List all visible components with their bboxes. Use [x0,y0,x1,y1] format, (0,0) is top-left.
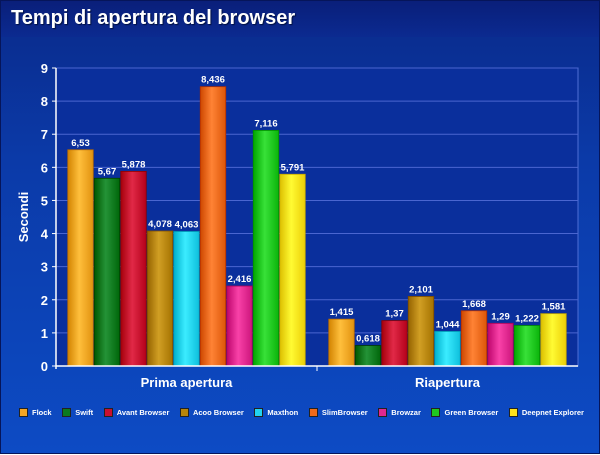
y-tick-label: 0 [41,359,48,374]
chart-legend: Flock Swift Avant Browser Acoo Browser Maxth… [19,408,584,417]
legend-label: Acoo Browser [192,408,244,417]
bar-flock [67,149,94,367]
y-tick-label: 6 [41,160,48,175]
data-label: 1,222 [515,314,539,325]
legend-label: Maxthon [267,408,299,417]
bar-green-browser [252,129,280,367]
y-tick-label: 3 [41,260,48,275]
legend-item: Avant Browser [103,408,170,417]
legend-label: Flock [32,408,52,417]
legend-swatch [62,408,72,417]
legend-swatch [19,408,28,417]
data-label: 1,37 [385,309,404,320]
y-tick-label: 1 [41,326,48,341]
bar-browzar [487,322,514,367]
data-label: 2,416 [228,274,252,285]
bar-swift [93,177,121,367]
data-label: 4,063 [175,219,199,230]
legend-swatch [103,408,113,417]
data-label: 1,044 [436,319,460,330]
data-label: 1,581 [542,302,566,313]
legend-swatch [254,408,264,417]
legend-item: Flock [19,408,52,417]
legend-swatch [431,408,441,417]
y-tick-label: 2 [41,293,48,308]
bar-deepnet-explorer [540,313,567,367]
bar-avant-browser [120,170,147,367]
legend-label: Browzar [391,408,421,417]
data-label: 5,791 [281,162,305,173]
legend-item: Swift [62,408,93,417]
bar-acoo-browser [146,230,174,367]
legend-swatch [508,408,518,417]
bar-avant-browser [381,320,408,367]
x-category-label: Prima apertura [141,375,234,390]
data-label: 0,618 [356,334,380,345]
y-tick-label: 8 [41,94,48,109]
bar-swift [354,345,382,367]
data-label: 1,29 [491,311,510,322]
data-label: 8,436 [201,75,225,86]
data-label: 5,67 [98,166,117,177]
y-tick-label: 7 [41,127,48,142]
data-label: 6,53 [71,138,90,149]
y-tick-label: 5 [41,193,48,208]
x-category-label: Riapertura [415,375,481,390]
data-label: 5,878 [122,159,146,170]
bar-maxthon [434,331,461,367]
legend-item: Browzar [378,408,421,417]
legend-item: Acoo Browser [179,408,244,417]
legend-label: Swift [75,408,94,417]
data-label: 1,415 [330,307,354,318]
bar-browzar [226,285,253,367]
legend-item: SlimBrowser [308,408,368,417]
legend-item: Maxthon [254,408,298,417]
legend-label: Deepnet Explorer [521,408,584,417]
legend-swatch [378,408,388,417]
y-axis-label: Secondi [16,192,31,243]
legend-swatch [308,408,318,417]
data-label: 1,668 [462,299,486,310]
legend-item: Deepnet Explorer [508,408,584,417]
data-label: 2,101 [409,284,433,295]
y-tick-label: 9 [41,61,48,76]
bar-slimbrowser [460,310,488,367]
bar-acoo-browser [407,296,435,367]
legend-label: Avant Browser [116,408,170,417]
bar-maxthon [173,231,200,367]
bar-slimbrowser [199,86,227,367]
bar-green-browser [513,325,541,367]
legend-label: Green Browser [444,408,499,417]
legend-item: Green Browser [431,408,498,417]
chart-title: Tempi di apertura del browser [11,7,296,29]
title-bar [1,1,599,37]
y-tick-label: 4 [41,227,49,242]
legend-label: SlimBrowser [321,408,368,417]
bar-deepnet-explorer [279,173,306,367]
data-label: 7,116 [254,118,277,129]
legend-swatch [179,408,189,417]
bar-flock [328,318,355,367]
data-label: 4,078 [148,219,172,230]
